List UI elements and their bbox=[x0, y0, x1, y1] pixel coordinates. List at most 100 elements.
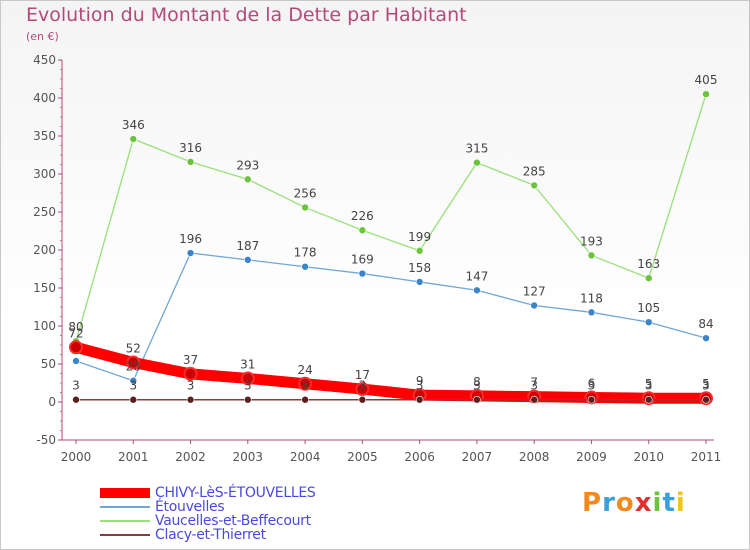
data-point bbox=[358, 269, 367, 278]
data-label: 3 bbox=[702, 379, 710, 393]
data-label: 5 bbox=[645, 377, 653, 391]
data-point bbox=[301, 262, 309, 271]
y-tick-label: 400 bbox=[33, 91, 56, 105]
data-point bbox=[129, 395, 138, 404]
data-label: 6 bbox=[588, 376, 596, 390]
legend-label: CHIVY-LèS-ÉTOUVELLES bbox=[155, 485, 316, 501]
x-tick-label: 2000 bbox=[61, 450, 92, 464]
data-label: 105 bbox=[637, 301, 660, 315]
x-tick-label: 2011 bbox=[691, 450, 722, 464]
data-label: 31 bbox=[240, 357, 255, 371]
x-tick-label: 2008 bbox=[519, 450, 550, 464]
data-point bbox=[587, 395, 596, 404]
data-label: 3 bbox=[129, 379, 137, 393]
data-point bbox=[530, 301, 538, 310]
data-point bbox=[240, 371, 255, 386]
y-tick-label: 350 bbox=[33, 129, 56, 143]
data-point bbox=[473, 395, 481, 404]
data-point bbox=[702, 395, 710, 404]
data-label: 163 bbox=[637, 257, 660, 271]
data-label: 256 bbox=[294, 186, 317, 200]
data-point bbox=[415, 246, 424, 255]
data-label: 3 bbox=[301, 379, 309, 393]
y-tick-label: 250 bbox=[33, 205, 56, 219]
y-tick-label: 200 bbox=[33, 243, 56, 257]
data-point bbox=[244, 175, 252, 184]
legend-label: Étouvelles bbox=[155, 499, 225, 515]
data-point bbox=[358, 395, 367, 404]
data-point bbox=[301, 203, 309, 212]
data-point bbox=[644, 274, 653, 282]
data-point bbox=[473, 158, 481, 167]
data-point bbox=[530, 395, 538, 404]
x-tick-label: 2007 bbox=[462, 450, 493, 464]
data-label: 28 bbox=[126, 360, 141, 374]
data-label: 187 bbox=[236, 239, 259, 253]
data-label: 127 bbox=[523, 284, 546, 298]
data-point bbox=[244, 256, 252, 264]
data-label: 3 bbox=[187, 379, 195, 393]
logo-letter: t bbox=[662, 488, 676, 518]
legend-swatch bbox=[100, 520, 150, 522]
data-label: 37 bbox=[183, 353, 198, 367]
logo-letter: r bbox=[602, 488, 616, 518]
logo-letter: i bbox=[675, 488, 686, 518]
data-label: 147 bbox=[465, 269, 488, 283]
data-label: 9 bbox=[416, 374, 424, 388]
data-label: 3 bbox=[244, 379, 252, 393]
data-label: 3 bbox=[473, 379, 481, 393]
logo-letter: P bbox=[582, 488, 603, 518]
data-label: 169 bbox=[351, 253, 374, 267]
data-label: 24 bbox=[297, 363, 312, 377]
data-label: 3 bbox=[588, 379, 596, 393]
data-label: 80 bbox=[68, 320, 83, 334]
x-tick-label: 2006 bbox=[404, 450, 435, 464]
data-point bbox=[702, 334, 710, 342]
data-label: 405 bbox=[695, 73, 718, 87]
data-label: 293 bbox=[236, 158, 259, 172]
data-label: 84 bbox=[698, 317, 713, 331]
data-point bbox=[129, 376, 138, 385]
data-label: 346 bbox=[122, 118, 145, 132]
y-tick-label: -50 bbox=[36, 433, 56, 447]
data-point bbox=[301, 395, 309, 404]
data-point bbox=[72, 357, 80, 365]
data-label: 72 bbox=[68, 326, 83, 340]
x-tick-label: 2002 bbox=[175, 450, 206, 464]
data-point bbox=[183, 366, 198, 381]
data-point bbox=[473, 286, 481, 295]
data-label: 158 bbox=[408, 261, 431, 275]
series-line bbox=[70, 341, 712, 404]
y-tick-label: 150 bbox=[33, 281, 56, 295]
proxiti-logo: Proxiti bbox=[582, 488, 686, 518]
data-point bbox=[587, 308, 596, 317]
series-line bbox=[75, 93, 707, 342]
data-label: 3 bbox=[530, 379, 538, 393]
data-label: 118 bbox=[580, 291, 603, 305]
data-point bbox=[644, 395, 653, 404]
data-point bbox=[186, 249, 195, 257]
logo-letter: i bbox=[652, 488, 663, 518]
x-tick-label: 2009 bbox=[576, 450, 607, 464]
data-point bbox=[587, 251, 596, 260]
legend-swatch bbox=[100, 488, 150, 498]
data-label: 3 bbox=[359, 379, 367, 393]
data-label: 8 bbox=[473, 375, 481, 389]
data-label: 285 bbox=[523, 164, 546, 178]
data-point bbox=[244, 395, 252, 404]
x-tick-label: 2010 bbox=[633, 450, 664, 464]
chart-title: Evolution du Montant de la Dette par Hab… bbox=[26, 4, 467, 26]
data-point bbox=[298, 376, 313, 391]
data-point bbox=[358, 226, 367, 235]
data-point bbox=[415, 278, 424, 286]
data-point bbox=[129, 135, 138, 143]
data-label: 52 bbox=[126, 341, 141, 355]
data-point bbox=[126, 355, 141, 370]
x-tick-label: 2004 bbox=[290, 450, 321, 464]
data-label: 3 bbox=[416, 379, 424, 393]
y-tick-label: 450 bbox=[33, 53, 56, 67]
data-label: 315 bbox=[465, 142, 488, 156]
data-point bbox=[702, 90, 710, 98]
data-label: 7 bbox=[530, 376, 538, 390]
data-point bbox=[530, 181, 538, 190]
